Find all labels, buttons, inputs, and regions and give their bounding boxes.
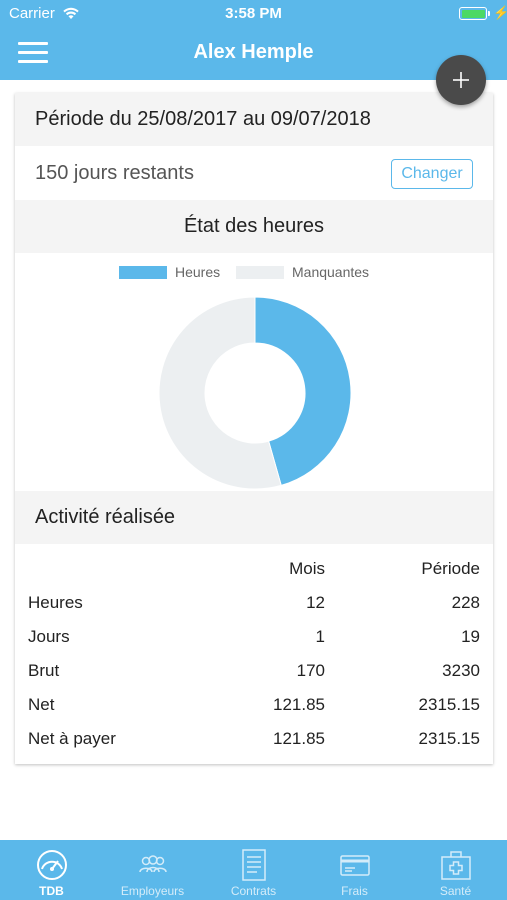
- row-label: Brut: [28, 661, 60, 680]
- clock: 3:58 PM: [225, 5, 282, 22]
- tab-label: Employeurs: [120, 884, 185, 898]
- row-mois-value: 121.85: [273, 729, 325, 748]
- row-periode-value: 228: [451, 593, 480, 612]
- tab-label: Frais: [341, 884, 368, 898]
- legend-swatch-heures: [119, 266, 167, 279]
- hours-donut-chart: [158, 296, 352, 490]
- row-label: Jours: [28, 627, 70, 646]
- period-label: Période du 25/08/2017 au 09/07/2018: [35, 108, 371, 130]
- tab-employeurs[interactable]: Employeurs: [102, 840, 203, 900]
- row-periode-value: 19: [461, 627, 480, 646]
- remaining-days-label: 150 jours restants: [35, 162, 194, 184]
- activity-title: Activité réalisée: [35, 506, 176, 528]
- dashboard-gauge-icon: [37, 850, 67, 880]
- table-row: Heures 12 228: [15, 593, 493, 623]
- carrier-label: Carrier: [9, 5, 55, 22]
- legend-swatch-manquantes: [236, 266, 284, 279]
- tab-tdb[interactable]: TDB: [1, 840, 102, 900]
- donut-slice-manquantes: [158, 296, 282, 490]
- document-icon: [242, 849, 266, 881]
- table-row: Net 121.85 2315.15: [15, 695, 493, 725]
- column-header-mois: Mois: [289, 559, 325, 578]
- tab-sante[interactable]: Santé: [405, 840, 506, 900]
- page-title: Alex Hemple: [193, 41, 314, 63]
- table-header-row: Mois Période: [15, 559, 493, 589]
- row-periode-value: 3230: [442, 661, 480, 680]
- row-mois-value: 170: [296, 661, 325, 680]
- table-row: Net à payer 121.85 2315.15: [15, 729, 493, 759]
- charging-icon: ⚡: [493, 5, 507, 20]
- hours-section-header: État des heures: [15, 200, 493, 253]
- row-periode-value: 2315.15: [418, 695, 480, 714]
- tab-label: TDB: [39, 884, 64, 898]
- wifi-icon: [63, 7, 79, 19]
- medical-kit-icon: [441, 851, 471, 880]
- status-bar: Carrier 3:58 PM ⚡: [0, 0, 507, 28]
- row-mois-value: 12: [306, 593, 325, 612]
- legend-label-heures: Heures: [175, 264, 221, 280]
- people-icon: [139, 855, 167, 873]
- row-mois-value: 121.85: [273, 695, 325, 714]
- legend-label-manquantes: Manquantes: [292, 264, 370, 280]
- row-label: Net: [28, 695, 55, 714]
- add-button[interactable]: [436, 55, 486, 105]
- row-periode-value: 2315.15: [418, 729, 480, 748]
- hamburger-icon[interactable]: [18, 42, 48, 64]
- tab-bar: TDB Employeurs Contrats Frais: [0, 840, 507, 900]
- tab-label: Contrats: [230, 884, 277, 898]
- row-label: Heures: [28, 593, 83, 612]
- activity-section-header: Activité réalisée: [15, 491, 493, 544]
- plus-icon: [453, 72, 469, 88]
- column-header-periode: Période: [421, 559, 480, 578]
- battery-icon: [459, 7, 487, 20]
- battery-tip: [488, 11, 490, 16]
- row-label: Net à payer: [28, 729, 116, 748]
- chart-legend: Heures Manquantes: [15, 263, 493, 283]
- row-mois-value: 1: [315, 627, 325, 646]
- period-header: Période du 25/08/2017 au 09/07/2018: [15, 93, 493, 146]
- hours-chart-title: État des heures: [183, 215, 325, 237]
- donut-slice-heures: [254, 296, 352, 486]
- credit-card-icon: [340, 855, 370, 876]
- change-period-button[interactable]: Changer: [391, 159, 473, 189]
- tab-label: Santé: [439, 884, 472, 898]
- tab-contrats[interactable]: Contrats: [203, 840, 304, 900]
- tab-frais[interactable]: Frais: [304, 840, 405, 900]
- table-row: Brut 170 3230: [15, 661, 493, 691]
- table-row: Jours 1 19: [15, 627, 493, 657]
- navigation-bar: Carrier 3:58 PM ⚡ Alex Hemple: [0, 0, 507, 80]
- remaining-row: 150 jours restants Changer: [15, 146, 493, 200]
- dashboard-card: Période du 25/08/2017 au 09/07/2018 150 …: [15, 93, 493, 764]
